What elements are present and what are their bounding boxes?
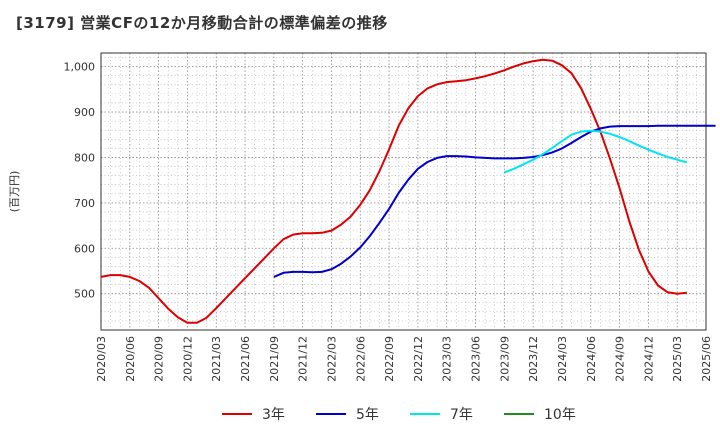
x-tick-label: 2024/12 xyxy=(642,336,655,382)
x-axis: 2020/03 2020/06 2020/09 2020/12 2021/03 2021/… xyxy=(95,336,713,382)
legend-label: 3年 xyxy=(262,407,285,423)
x-tick-label: 2022/03 xyxy=(325,336,338,382)
y-tick-label: 800 xyxy=(74,151,95,164)
legend-label: 7年 xyxy=(450,407,473,423)
x-tick-label: 2020/09 xyxy=(153,336,166,382)
x-tick-label: 2020/06 xyxy=(124,336,137,382)
x-tick-label: 2023/09 xyxy=(498,336,511,382)
y-tick-label: 500 xyxy=(74,288,95,301)
x-tick-label: 2024/06 xyxy=(585,336,598,382)
x-tick-label: 2021/09 xyxy=(268,336,281,382)
legend-label: 5年 xyxy=(356,407,379,423)
legend-label: 10年 xyxy=(544,407,576,423)
x-tick-label: 2023/12 xyxy=(527,336,540,382)
grid xyxy=(100,53,707,330)
legend: 3年 5年 7年 10年 xyxy=(222,407,576,423)
y-tick-label: 700 xyxy=(74,197,95,210)
x-tick-label: 2020/03 xyxy=(95,336,108,382)
series-lines xyxy=(100,58,716,324)
y-tick-label: 1,000 xyxy=(64,61,96,74)
x-tick-label: 2022/12 xyxy=(412,336,425,382)
plot-frame xyxy=(100,52,707,331)
x-tick-label: 2021/03 xyxy=(210,336,223,382)
y-axis-label: (百万円) xyxy=(8,171,21,213)
x-tick-label: 2024/09 xyxy=(614,336,627,382)
series-line-5年 xyxy=(273,124,716,278)
x-tick-label: 2020/12 xyxy=(181,336,194,382)
series-line-3年 xyxy=(100,58,687,324)
x-tick-label: 2023/03 xyxy=(441,336,454,382)
series-line-7年 xyxy=(503,129,688,174)
x-tick-label: 2022/09 xyxy=(383,336,396,382)
y-axis: 500 600 700 800 900 1,000 xyxy=(64,61,96,301)
x-tick-label: 2025/06 xyxy=(700,336,713,382)
y-tick-label: 900 xyxy=(74,106,95,119)
x-tick-label: 2025/03 xyxy=(671,336,684,382)
y-tick-label: 600 xyxy=(74,242,95,255)
chart-title: [3179] 営業CFの12か月移動合計の標準偏差の推移 xyxy=(16,14,388,32)
x-tick-label: 2021/12 xyxy=(297,336,310,382)
x-tick-label: 2022/06 xyxy=(354,336,367,382)
x-tick-label: 2024/03 xyxy=(556,336,569,382)
x-tick-label: 2023/06 xyxy=(470,336,483,382)
x-tick-label: 2021/06 xyxy=(239,336,252,382)
